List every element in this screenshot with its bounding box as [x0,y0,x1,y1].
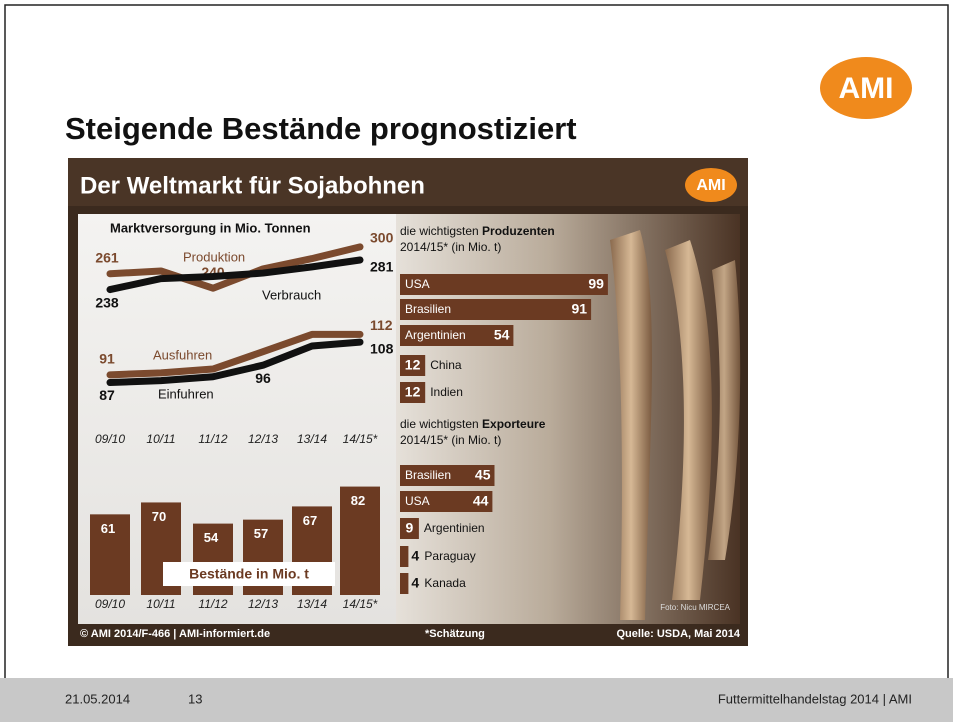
x-tick-label: 14/15* [343,597,378,611]
bar [400,573,408,594]
data-label: 54 [204,530,219,545]
x-tick-label: 11/12 [198,597,227,611]
data-label: 57 [254,526,268,541]
data-label: 300 [370,229,394,245]
chart-title: Bestände in Mio. t [189,566,309,582]
chart-title: die wichtigsten Exporteure [400,417,546,431]
x-tick-label: 12/13 [248,597,278,611]
data-label: 281 [370,258,394,274]
category-label: USA [405,494,430,508]
data-label: 12 [405,384,421,400]
slide-title: Steigende Bestände prognostiziert [65,111,577,146]
x-tick-label: 10/11 [146,597,175,611]
bar [400,274,608,295]
category-label: Paraguay [424,549,475,563]
x-tick-label: 09/10 [95,597,125,611]
x-tick-label: 10/11 [146,432,175,446]
copyright: © AMI 2014/F-466 | AMI-informiert.de [80,628,270,640]
title-bold: Exporteure [482,417,546,431]
logo-text: AMI [839,72,894,105]
data-label: 12 [405,357,421,373]
source: Quelle: USDA, Mai 2014 [617,628,741,640]
data-label: 54 [494,327,510,343]
data-label: 96 [255,370,271,386]
chart-subtitle: 2014/15* (in Mio. t) [400,433,501,447]
category-label: Kanada [424,576,466,590]
chart-subtitle: 2014/15* (in Mio. t) [400,240,501,254]
data-label: 82 [351,493,365,508]
series-label: Ausfuhren [153,347,212,362]
series-label: Einfuhren [158,386,214,401]
data-label: 67 [303,513,317,528]
x-tick-label: 13/14 [297,597,327,611]
chart-title: die wichtigsten Produzenten [400,224,555,238]
x-tick-label: 09/10 [95,432,125,446]
title-part: die wichtigsten [400,224,482,238]
data-label: 45 [475,467,491,483]
category-label: Indien [430,385,463,399]
series-label: Produktion [183,249,245,264]
x-tick-label: 12/13 [248,432,278,446]
series-label: Verbrauch [262,287,321,302]
category-label: Brasilien [405,468,451,482]
footer-text: Futtermittelhandelstag 2014 | AMI [718,691,912,706]
data-label: 261 [95,249,119,265]
slide: 21.05.2014 13 Futtermittelhandelstag 201… [0,0,953,722]
data-label: 112 [370,317,393,333]
data-label: 4 [411,548,419,564]
data-label: 99 [588,276,604,292]
category-label: China [430,358,462,372]
data-label: 4 [411,575,419,591]
category-label: Brasilien [405,302,451,316]
infographic-title: Der Weltmarkt für Sojabohnen [80,172,425,199]
note: *Schätzung [425,628,485,640]
bar [400,546,408,567]
data-label: 91 [99,351,115,367]
data-label: 44 [473,493,489,509]
footer-page: 13 [188,691,202,706]
data-label: 61 [101,521,115,536]
title-bold: Produzenten [482,224,555,238]
data-label: 87 [99,387,115,403]
chart-title: Marktversorgung in Mio. Tonnen [110,220,311,235]
x-tick-label: 14/15* [343,432,378,446]
data-label: 238 [95,294,119,310]
data-label: 108 [370,341,394,357]
photo-credit: Foto: Nicu MIRCEA [660,603,730,612]
x-tick-label: 13/14 [297,432,327,446]
data-label: 91 [572,301,588,317]
footer-date: 21.05.2014 [65,691,130,706]
category-label: Argentinien [424,521,485,535]
data-label: 70 [152,509,166,524]
data-label: 9 [406,520,414,536]
category-label: USA [405,277,430,291]
title-part: die wichtigsten [400,417,482,431]
x-tick-label: 11/12 [198,432,227,446]
category-label: Argentinien [405,328,466,342]
infographic-logo-text: AMI [696,177,725,194]
